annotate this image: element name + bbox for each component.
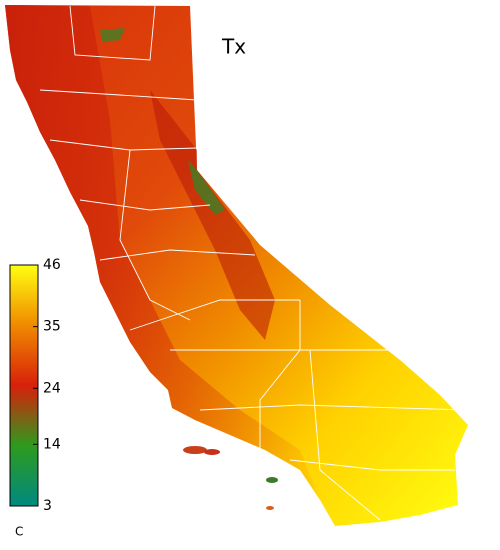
mountain-band xyxy=(150,90,275,340)
county-line xyxy=(259,300,301,450)
island xyxy=(266,477,278,483)
island xyxy=(266,506,274,510)
colorbar-unit: C xyxy=(15,525,23,539)
county-line xyxy=(119,149,191,321)
shasta-high xyxy=(100,28,125,42)
county-line xyxy=(69,5,156,61)
county-line xyxy=(129,299,300,331)
island xyxy=(204,449,220,455)
county-line xyxy=(39,89,198,101)
california xyxy=(5,5,469,526)
island xyxy=(183,446,207,454)
county-line xyxy=(289,459,455,471)
county-line xyxy=(99,249,256,261)
colorbar-tick-label: 46 xyxy=(43,257,61,273)
sierra-high xyxy=(188,160,225,215)
county-line xyxy=(309,349,381,521)
colorbar-tick-label: 35 xyxy=(43,319,61,335)
map-title: Tx xyxy=(221,35,246,59)
county-line xyxy=(79,199,211,211)
islands xyxy=(183,446,278,510)
county-lines xyxy=(39,5,469,521)
colorbar-tick-label: 14 xyxy=(43,436,61,452)
coastal-band xyxy=(5,5,335,526)
county-line xyxy=(199,404,469,411)
colorbar-tick-label: 24 xyxy=(43,380,61,396)
colorbar xyxy=(9,264,39,507)
colorbar-tick-label: 3 xyxy=(43,498,52,514)
